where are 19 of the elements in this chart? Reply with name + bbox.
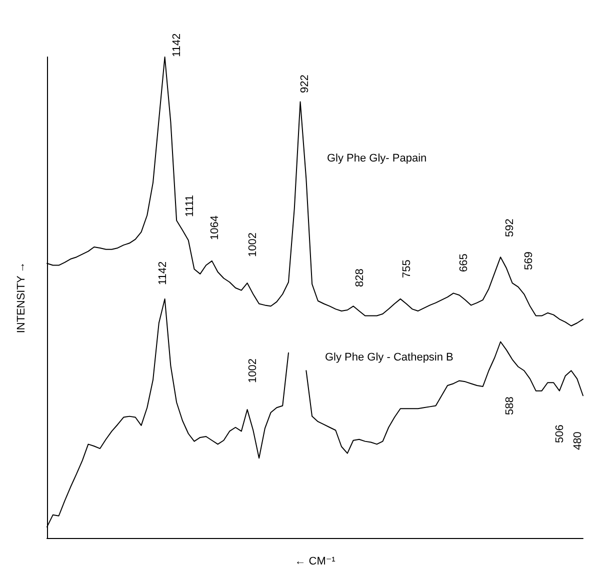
annotation: 1064 bbox=[209, 216, 221, 240]
annotation: 569 bbox=[523, 252, 535, 270]
y-axis-title: INTENSITY → bbox=[16, 262, 28, 334]
annotation: 665 bbox=[458, 254, 470, 272]
annotation: 1142 bbox=[171, 33, 183, 57]
annotation: 1142 bbox=[157, 261, 169, 285]
x-axis-title: ← CM⁻¹ bbox=[294, 556, 336, 568]
annotation: 1002 bbox=[247, 232, 259, 257]
series-label: Gly Phe Gly - Cathepsin B bbox=[325, 352, 454, 364]
annotation: 1002 bbox=[247, 358, 259, 383]
annotation: 922 bbox=[299, 74, 311, 93]
series-label: Gly Phe Gly- Papain bbox=[327, 152, 427, 164]
annotation: 480 bbox=[572, 432, 584, 450]
annotation: 828 bbox=[354, 268, 366, 287]
annotation: 1111 bbox=[184, 194, 196, 217]
annotation: 592 bbox=[504, 218, 516, 237]
annotation: 588 bbox=[504, 396, 516, 415]
annotation: 506 bbox=[554, 424, 566, 443]
annotation: 755 bbox=[401, 260, 413, 278]
